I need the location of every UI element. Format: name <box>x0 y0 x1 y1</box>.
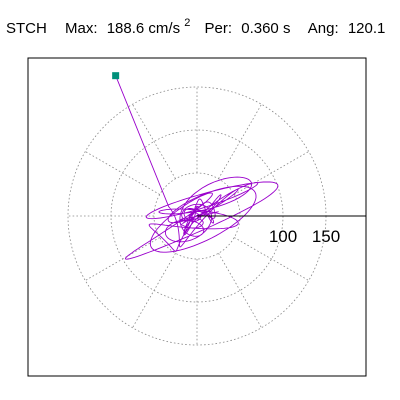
grid-spoke <box>234 151 309 195</box>
header-ang-label: Ang: <box>308 20 339 37</box>
header-max-exponent: 2 <box>184 17 190 29</box>
motion-trace <box>115 75 279 260</box>
header-ang-value: 120.1 <box>348 20 386 37</box>
grid-spoke <box>85 237 160 281</box>
grid-spoke <box>218 104 262 179</box>
radial-tick-labels: 100 150 <box>197 215 366 246</box>
header-max-value: 188.6 cm/s <box>107 20 180 37</box>
grid-spoke <box>132 253 176 328</box>
tick-label: 150 <box>312 227 340 246</box>
tick-label: 100 <box>269 227 297 246</box>
header-per-label: Per: <box>205 20 233 37</box>
grid-spoke <box>218 253 262 328</box>
grid-spoke <box>132 104 176 179</box>
header-per-value: 0.360 s <box>241 20 290 37</box>
header-max-label: Max: <box>65 20 98 37</box>
peak-marker <box>112 72 120 80</box>
header-text: STCH Max: 188.6 cm/s 2 Per: 0.360 s Ang:… <box>6 13 385 37</box>
header-station: STCH <box>6 20 47 37</box>
peak-marker-group <box>112 72 120 80</box>
grid-spoke <box>85 151 160 195</box>
grid-spoke <box>234 237 309 281</box>
trace-path <box>115 75 279 260</box>
plot-frame <box>27 57 367 377</box>
